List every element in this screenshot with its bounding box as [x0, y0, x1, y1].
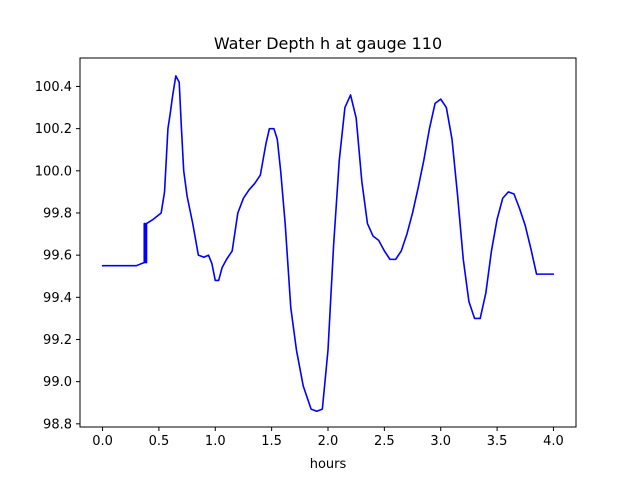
- y-tick-label: 99.8: [43, 206, 72, 221]
- y-tick-label: 100.4: [35, 80, 72, 95]
- chart-title: Water Depth h at gauge 110: [214, 34, 442, 53]
- y-tick-label: 99.0: [43, 375, 72, 390]
- x-tick-label: 1.5: [261, 434, 282, 449]
- series-line-0: [101, 75, 555, 412]
- y-tick-label: 99.4: [43, 291, 72, 306]
- x-tick-label: 0.5: [149, 434, 170, 449]
- x-tick-label: 1.0: [205, 434, 226, 449]
- x-axis: 0.0 0.5 1.0 1.5 2.0 2.5 3.0 3.5 4.0: [92, 427, 564, 449]
- y-tick-label: 100.0: [35, 164, 72, 179]
- x-tick-label: 2.0: [318, 434, 339, 449]
- y-axis: 98.8 99.0 99.2 99.4 99.6 99.8 100.0 100.2 100.4: [35, 80, 80, 432]
- y-tick-label: 100.2: [35, 122, 72, 137]
- x-tick-label: 0.0: [92, 434, 113, 449]
- x-tick-label: 3.5: [487, 434, 508, 449]
- x-tick-label: 2.5: [374, 434, 395, 449]
- y-tick-label: 99.6: [43, 249, 72, 264]
- y-tick-label: 99.2: [43, 333, 72, 348]
- x-tick-label: 3.0: [430, 434, 451, 449]
- x-axis-label: hours: [310, 457, 347, 472]
- y-tick-label: 98.8: [43, 417, 72, 432]
- x-tick-label: 4.0: [543, 434, 564, 449]
